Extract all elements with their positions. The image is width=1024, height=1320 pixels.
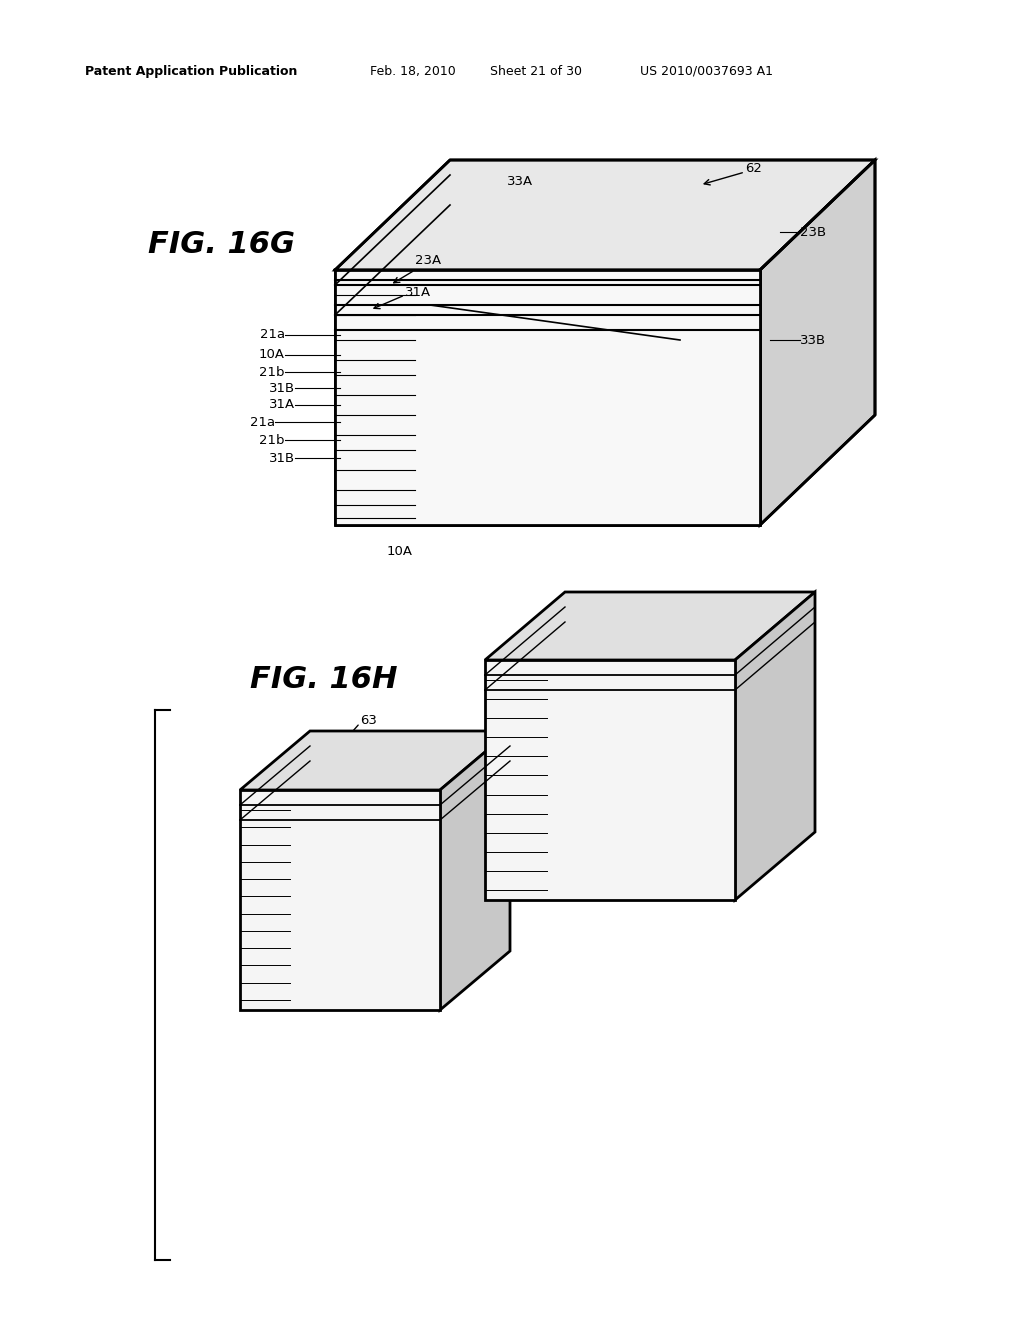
Text: 10A: 10A	[259, 348, 285, 362]
Text: Feb. 18, 2010: Feb. 18, 2010	[370, 65, 456, 78]
Polygon shape	[335, 271, 760, 525]
Text: FIG. 16G: FIG. 16G	[148, 230, 295, 259]
Polygon shape	[335, 160, 874, 271]
Text: 63: 63	[630, 673, 647, 686]
Text: 31B: 31B	[269, 451, 295, 465]
Text: 21a: 21a	[250, 416, 275, 429]
Polygon shape	[760, 160, 874, 525]
Polygon shape	[735, 591, 815, 900]
Text: 33A: 33A	[507, 176, 534, 187]
Polygon shape	[240, 731, 510, 789]
Text: 31A: 31A	[269, 399, 295, 412]
Text: 10A: 10A	[387, 545, 413, 558]
Text: Patent Application Publication: Patent Application Publication	[85, 65, 297, 78]
Text: FIG. 16H: FIG. 16H	[250, 665, 397, 694]
Text: 31A: 31A	[406, 285, 431, 298]
Polygon shape	[485, 660, 735, 900]
Text: 23A: 23A	[415, 253, 441, 267]
Polygon shape	[240, 789, 440, 1010]
Text: 21b: 21b	[259, 366, 285, 379]
Polygon shape	[440, 731, 510, 1010]
Text: 63: 63	[360, 714, 377, 726]
Text: 33B: 33B	[800, 334, 826, 346]
Text: Sheet 21 of 30: Sheet 21 of 30	[490, 65, 582, 78]
Text: 21a: 21a	[260, 329, 285, 342]
Text: US 2010/0037693 A1: US 2010/0037693 A1	[640, 65, 773, 78]
Text: 23B: 23B	[800, 226, 826, 239]
Text: 31B: 31B	[269, 381, 295, 395]
Polygon shape	[485, 591, 815, 660]
Text: 62: 62	[745, 161, 762, 174]
Text: 21b: 21b	[259, 433, 285, 446]
